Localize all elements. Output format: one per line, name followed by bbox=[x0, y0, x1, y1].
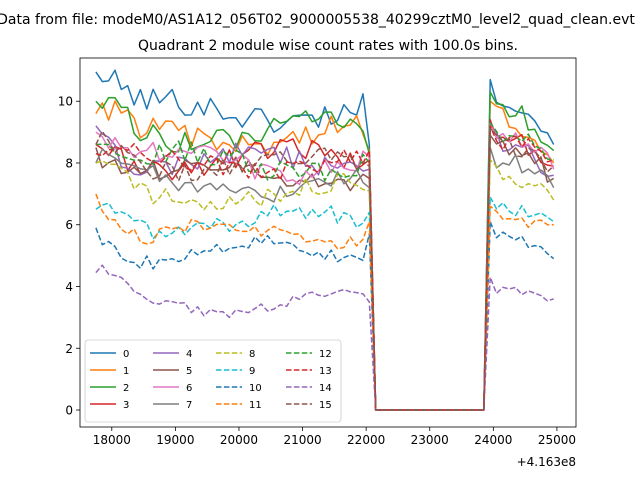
x-tick-label: 19000 bbox=[156, 433, 194, 447]
axes-frame bbox=[79, 57, 577, 428]
legend-label-7: 7 bbox=[186, 400, 192, 411]
legend-label-5: 5 bbox=[186, 366, 192, 377]
x-axis: 18000 19000 20000 21000 22000 23000 24000 25000 bbox=[93, 427, 576, 447]
series-line-15 bbox=[95, 128, 555, 411]
y-tick-label: 8 bbox=[65, 156, 73, 170]
x-tick-label: 18000 bbox=[93, 433, 131, 447]
legend-label-3: 3 bbox=[123, 400, 129, 411]
y-tick-label: 6 bbox=[65, 218, 73, 232]
legend-label-12: 12 bbox=[319, 349, 332, 360]
legend-label-4: 4 bbox=[186, 349, 192, 360]
figure-suptitle: Data from file: modeM0/AS1A12_056T02_900… bbox=[0, 12, 635, 28]
legend-label-13: 13 bbox=[319, 366, 332, 377]
series-line-12 bbox=[95, 122, 554, 411]
legend-label-10: 10 bbox=[249, 383, 262, 394]
x-tick-label: 24000 bbox=[474, 433, 512, 447]
legend-label-2: 2 bbox=[123, 383, 129, 394]
x-tick-label: 22000 bbox=[347, 433, 385, 447]
legend-label-8: 8 bbox=[249, 349, 255, 360]
y-axis: 0 2 4 6 8 10 bbox=[58, 95, 80, 418]
x-offset-label: +4.163e8 bbox=[517, 455, 576, 469]
x-tick-label: 20000 bbox=[220, 433, 258, 447]
x-tick-label: 25000 bbox=[538, 433, 576, 447]
legend-label-14: 14 bbox=[319, 383, 332, 394]
x-tick-label: 21000 bbox=[283, 433, 321, 447]
y-tick-label: 0 bbox=[65, 404, 73, 418]
legend-label-0: 0 bbox=[123, 349, 129, 360]
legend-label-11: 11 bbox=[249, 400, 262, 411]
chart-title: Quadrant 2 module wise count rates with … bbox=[138, 38, 518, 54]
x-tick-label: 23000 bbox=[411, 433, 449, 447]
legend-label-9: 9 bbox=[249, 366, 255, 377]
y-tick-label: 2 bbox=[65, 342, 73, 356]
y-tick-label: 10 bbox=[58, 95, 73, 109]
legend-label-1: 1 bbox=[123, 366, 129, 377]
legend-box bbox=[84, 339, 342, 423]
legend-label-6: 6 bbox=[186, 383, 192, 394]
legend-label-15: 15 bbox=[319, 400, 332, 411]
y-tick-label: 4 bbox=[65, 280, 73, 294]
series-layer bbox=[95, 69, 555, 411]
series-line-8 bbox=[95, 159, 555, 411]
plot-area: 18000 19000 20000 21000 22000 23000 24000 25000… bbox=[58, 57, 577, 469]
